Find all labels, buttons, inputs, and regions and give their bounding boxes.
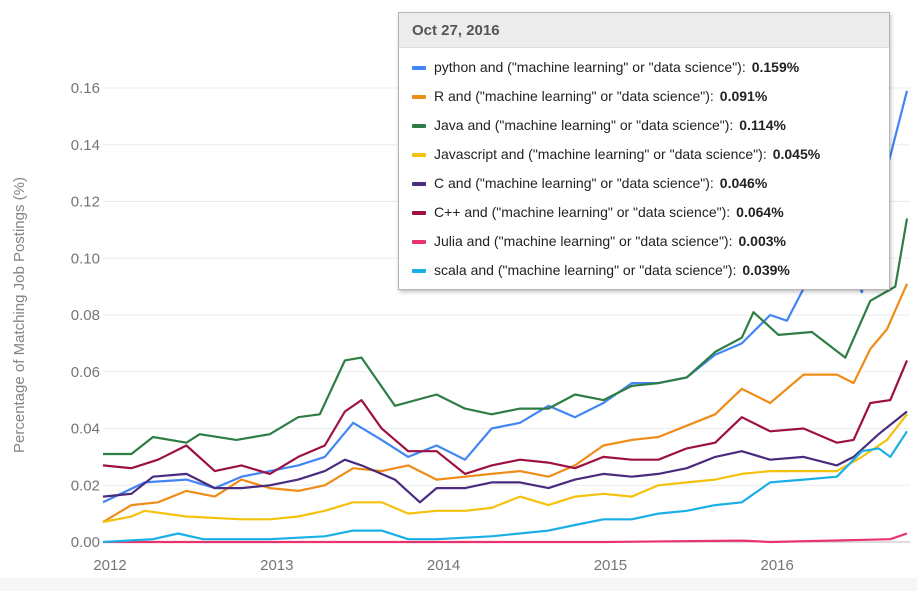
y-tick-label: 0.16 (71, 80, 100, 97)
tooltip-series-value: 0.064% (736, 204, 784, 220)
tooltip-series-value: 0.003% (738, 233, 786, 249)
y-tick-label: 0.08 (71, 307, 100, 324)
y-tick-label: 0.02 (71, 477, 100, 494)
tooltip-series-label: scala and ("machine learning" or "data s… (434, 262, 737, 278)
tooltip-series-label: R and ("machine learning" or "data scien… (434, 88, 714, 104)
series-line-julia[interactable] (103, 532, 908, 544)
tooltip-row: python and ("machine learning" or "data … (399, 53, 889, 82)
tooltip-row: Javascript and ("machine learning" or "d… (399, 140, 889, 169)
tooltip-row: C and ("machine learning" or "data scien… (399, 169, 889, 198)
legend-swatch (412, 153, 426, 158)
x-tick-label: 2013 (260, 557, 293, 574)
y-tick-label: 0.12 (71, 194, 100, 211)
line-chart[interactable]: 0.00 0.02 0.04 0.06 0.08 0.10 0.12 0.14 0.16 201… (0, 0, 917, 578)
tooltip-series-label: python and ("machine learning" or "data … (434, 59, 746, 75)
tooltip-series-value: 0.039% (742, 262, 790, 278)
legend-swatch (412, 124, 426, 129)
x-tick-label: 2016 (761, 557, 794, 574)
tooltip-row: R and ("machine learning" or "data scien… (399, 82, 889, 111)
y-tick-label: 0.06 (71, 364, 100, 381)
y-tick-label: 0.14 (71, 137, 100, 154)
series-line-javascript[interactable] (102, 413, 908, 524)
tooltip-row: Julia and ("machine learning" or "data s… (399, 227, 889, 256)
series-line-scala[interactable] (102, 430, 908, 544)
legend-swatch (412, 182, 426, 187)
tooltip-series-label: Java and ("machine learning" or "data sc… (434, 117, 734, 133)
tooltip-series-value: 0.045% (772, 146, 821, 162)
y-axis-label: Percentage of Matching Job Postings (%) (11, 177, 28, 453)
tooltip-series-label: Javascript and ("machine learning" or "d… (434, 146, 767, 162)
series-line-cpp[interactable] (102, 359, 909, 475)
tooltip-date: Oct 27, 2016 (399, 13, 889, 48)
tooltip-series-value: 0.159% (751, 59, 800, 75)
tooltip-series-value: 0.114% (739, 117, 786, 133)
tooltip-series-label: Julia and ("machine learning" or "data s… (434, 233, 733, 249)
series-line-c[interactable] (102, 410, 908, 504)
series-line-r[interactable] (102, 283, 909, 524)
y-tick-label: 0.10 (71, 250, 100, 267)
tooltip: Oct 27, 2016 python and ("machine learni… (398, 12, 890, 290)
tooltip-series-label: C++ and ("machine learning" or "data sci… (434, 204, 731, 220)
tooltip-series-value: 0.091% (719, 88, 768, 104)
x-tick-label: 2014 (427, 557, 460, 574)
tooltip-row: Java and ("machine learning" or "data sc… (399, 111, 889, 140)
tooltip-row: C++ and ("machine learning" or "data sci… (399, 198, 889, 227)
tooltip-row: scala and ("machine learning" or "data s… (399, 256, 889, 285)
y-tick-label: 0.00 (71, 534, 100, 551)
tooltip-series-label: C and ("machine learning" or "data scien… (434, 175, 714, 191)
x-tick-label: 2015 (594, 557, 627, 574)
series-line-java[interactable] (103, 218, 909, 456)
legend-swatch (412, 211, 426, 216)
legend-swatch (412, 240, 426, 245)
y-tick-label: 0.04 (71, 421, 100, 438)
tooltip-series-value: 0.046% (719, 175, 768, 191)
legend-swatch (412, 269, 426, 274)
x-tick-label: 2012 (93, 557, 126, 574)
legend-swatch (412, 95, 426, 100)
legend-swatch (412, 66, 426, 71)
